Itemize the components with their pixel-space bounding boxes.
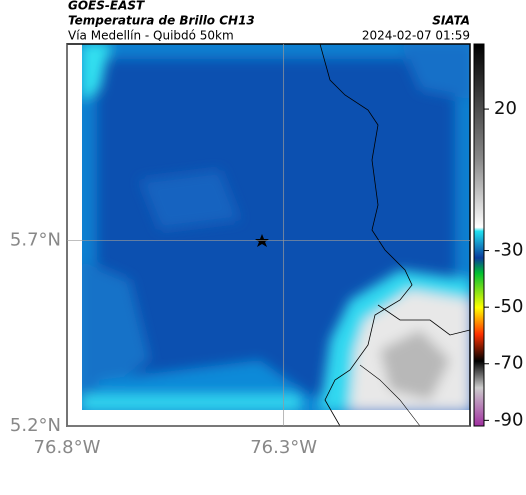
datetime: 2024-02-07 01:59 <box>362 29 470 43</box>
y-tick-label: 5.7°N <box>10 230 61 251</box>
colorbar-tick-label: -70 <box>494 353 523 374</box>
x-tick-label: 76.8°W <box>34 437 101 458</box>
colorbar: 20 -30 -50 -70 -90 <box>473 43 523 430</box>
colorbar-tick-label: -30 <box>494 240 523 261</box>
product: Temperatura de Brillo CH13 <box>68 14 255 28</box>
satellite: GOES-EAST <box>68 0 145 13</box>
y-tick-label: 5.2°N <box>10 415 61 436</box>
map: 76.8°W 76.3°W 5.2°N 5.7°N <box>10 43 471 458</box>
region: Vía Medellín - Quibdó 50km <box>68 29 234 43</box>
source: SIATA <box>432 14 470 28</box>
colorbar-tick-label: 20 <box>494 98 517 119</box>
colorbar-tick-label: -50 <box>494 296 523 317</box>
x-tick-label: 76.3°W <box>250 437 317 458</box>
colorbar-tick-label: -90 <box>494 409 523 430</box>
